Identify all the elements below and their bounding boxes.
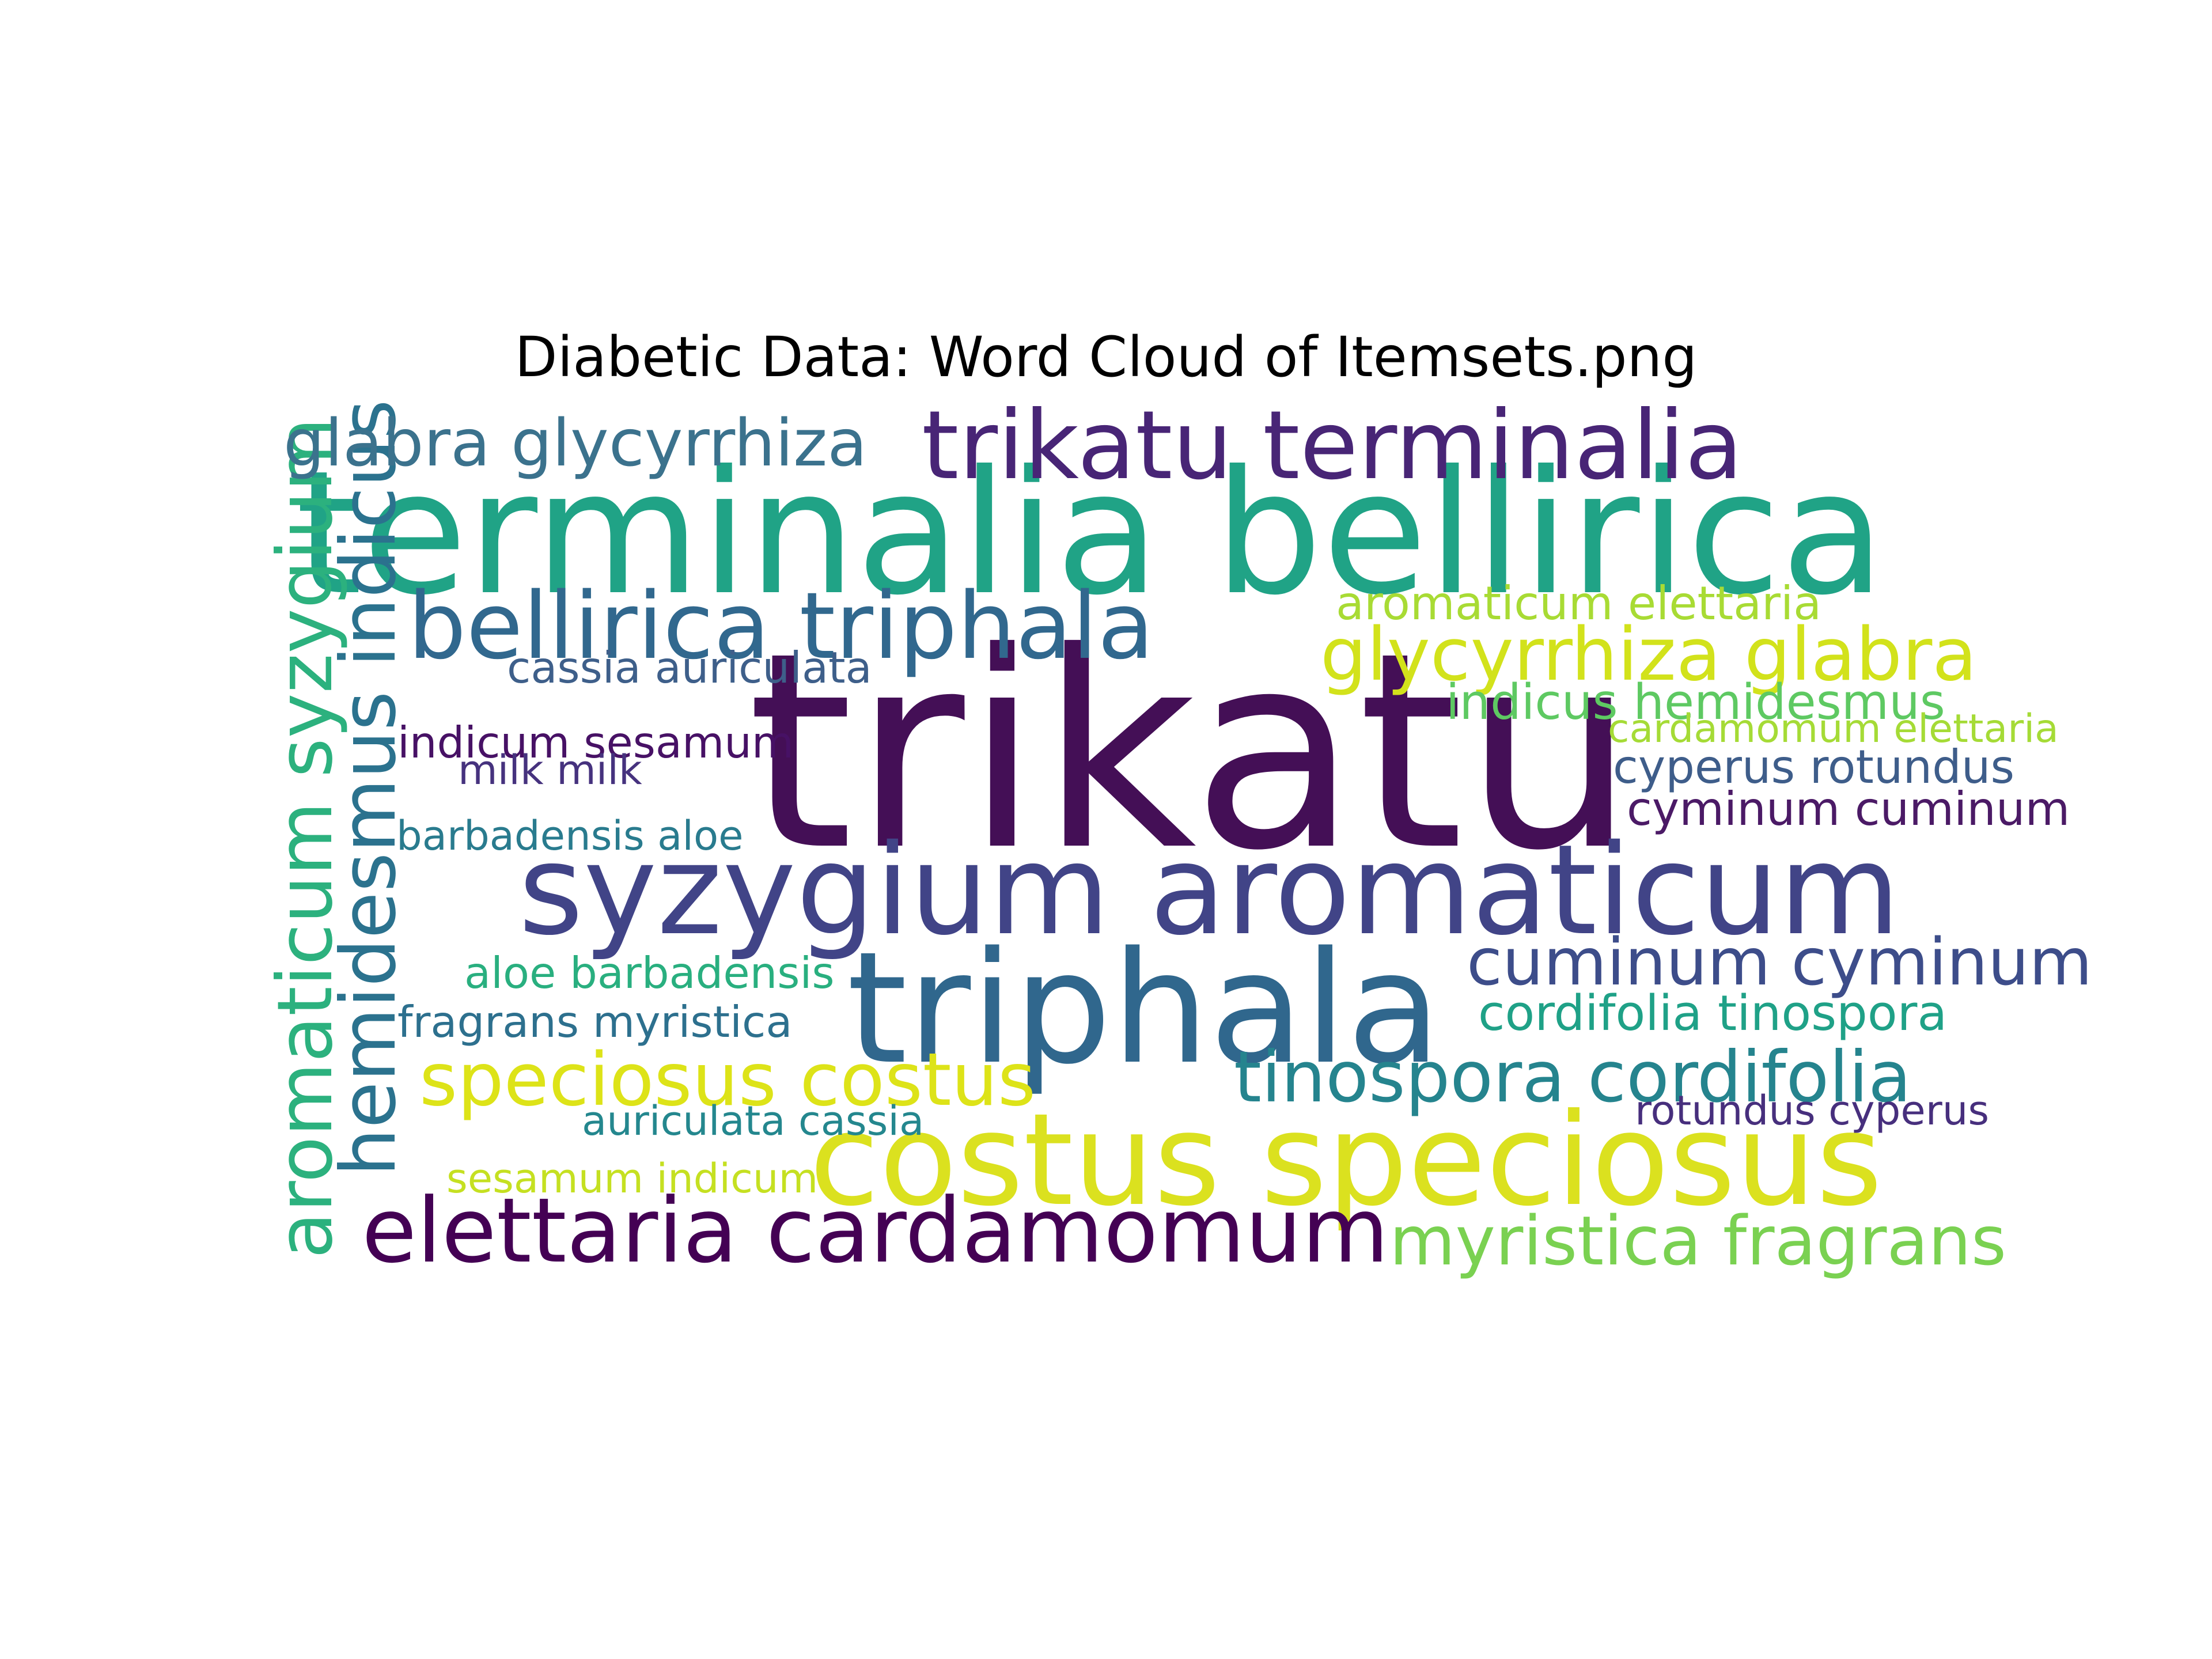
word-cyminum-cuminum: cyminum cuminum xyxy=(1627,782,2070,836)
word-milk-milk: milk milk xyxy=(458,747,642,794)
word-aromaticum-syzygium: aromaticum syzygium xyxy=(262,418,350,1259)
word-tinospora-cordifolia: tinospora cordifolia xyxy=(1234,1036,1911,1118)
word-cassia-auriculata: cassia auriculata xyxy=(507,642,872,693)
word-glycyrrhiza-glabra: glycyrrhiza glabra xyxy=(1320,612,1977,697)
word-aloe-barbadensis: aloe barbadensis xyxy=(464,948,835,998)
word-elettaria-cardamomum: elettaria cardamomum xyxy=(362,1179,1389,1283)
word-terminalia-bellirica: terminalia bellirica xyxy=(296,434,1885,632)
word-glabra-glycyrrhiza: glabra glycyrrhiza xyxy=(283,405,867,481)
word-sesamum-indicum: sesamum indicum xyxy=(446,1155,818,1202)
word-fragrans-myristica: fragrans myristica xyxy=(397,997,792,1047)
word-rotundus-cyperus: rotundus cyperus xyxy=(1635,1087,1989,1134)
word-syzygium-aromaticum: syzygium aromaticum xyxy=(518,817,1900,963)
word-hemidesmus-indicus: hemidesmus indicus xyxy=(325,399,413,1176)
word-trikatu: trikatu xyxy=(747,594,1635,910)
word-trikatu-terminalia: trikatu terminalia xyxy=(922,390,1743,501)
word-triphala: triphala xyxy=(847,919,1441,1099)
word-auriculata-cassia: auriculata cassia xyxy=(582,1097,924,1145)
word-aromaticum-elettaria: aromaticum elettaria xyxy=(1336,577,1821,630)
word-cordifolia-tinospora: cordifolia tinospora xyxy=(1478,984,1947,1041)
word-bellirica-triphala: bellirica triphala xyxy=(408,573,1154,680)
word-indicum-sesamum: indicum sesamum xyxy=(397,717,794,768)
word-costus-speciosus: costus speciosus xyxy=(809,1086,1883,1234)
word-barbadensis-aloe: barbadensis aloe xyxy=(396,812,743,859)
word-indicus-hemidesmus: indicus hemidesmus xyxy=(1446,673,1945,730)
word-cuminum-cyminum: cuminum cyminum xyxy=(1467,924,2092,1000)
word-speciosus-costus: speciosus costus xyxy=(419,1037,1036,1122)
word-cyperus-rotundus: cyperus rotundus xyxy=(1613,740,2014,794)
chart-title: Diabetic Data: Word Cloud of Itemsets.pn… xyxy=(514,325,1698,389)
word-myristica-fragrans: myristica fragrans xyxy=(1389,1202,2006,1281)
word-cardamomum-elettaria: cardamomum elettaria xyxy=(1608,706,2059,752)
